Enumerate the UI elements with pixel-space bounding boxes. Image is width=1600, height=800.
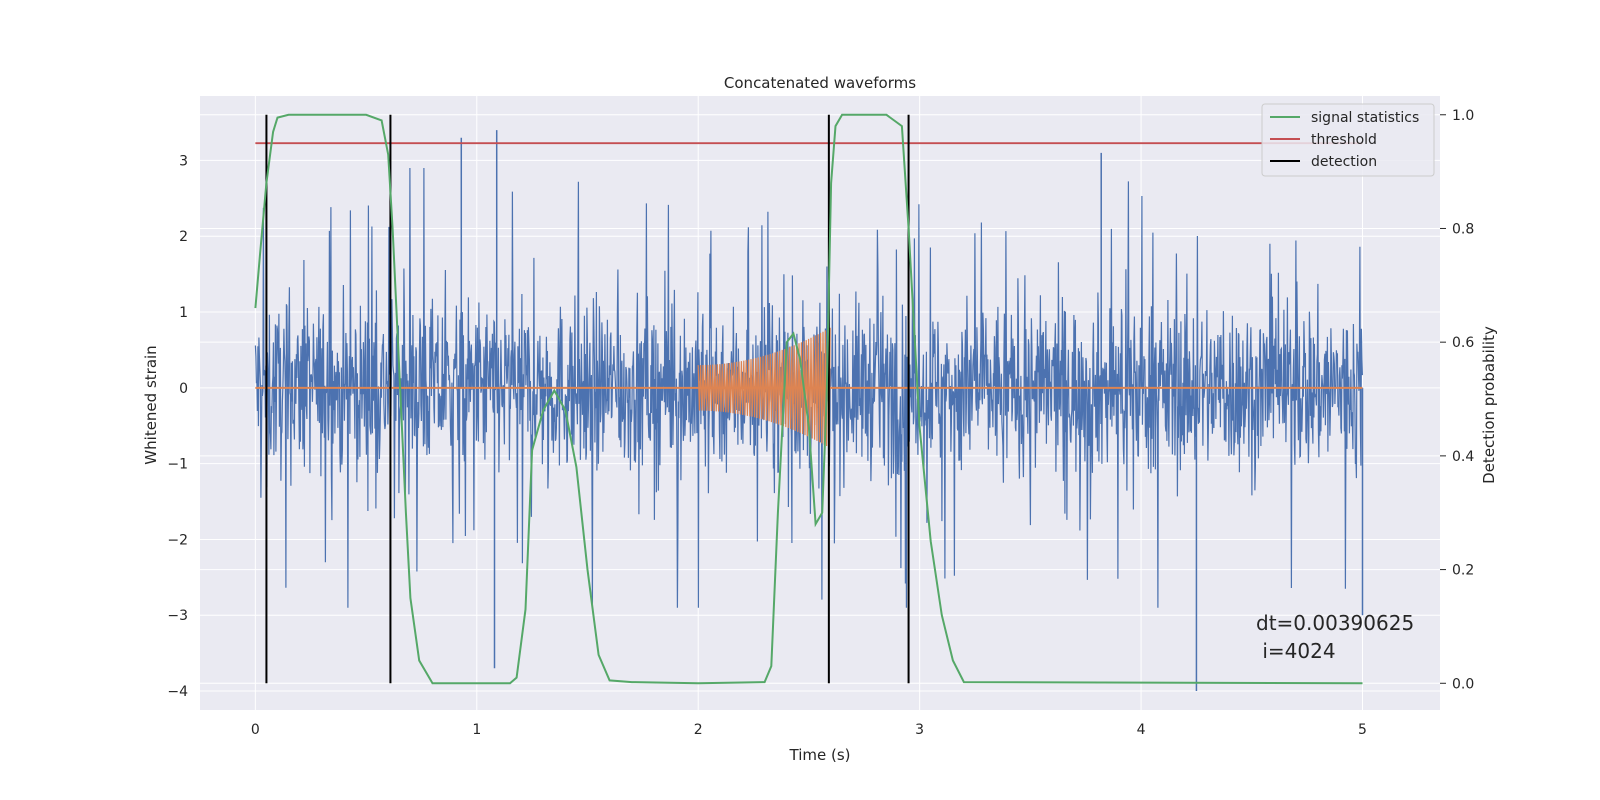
annotation-index: i=4024	[1256, 639, 1336, 663]
series-layer	[254, 113, 1364, 692]
x-tick-label: 5	[1358, 722, 1367, 738]
chart-title: Concatenated waveforms	[724, 74, 916, 92]
y-tick-label: −2	[167, 532, 188, 548]
y-axis-left: −4 −3 −2 −1 0 1 2 3	[167, 153, 188, 700]
y2-tick-label: 0.2	[1452, 563, 1474, 579]
y2-tick-label: 0.0	[1452, 676, 1474, 692]
legend-label-threshold: threshold	[1311, 132, 1377, 148]
x-tick-label: 4	[1137, 722, 1146, 738]
y-tick-label: 2	[179, 229, 188, 245]
legend-box	[1261, 103, 1435, 177]
y-axis-right: 0.0 0.2 0.4 0.6 0.8 1.0	[1440, 108, 1474, 692]
y2-tick-label: 0.4	[1452, 449, 1474, 465]
annotation-dt: dt=0.00390625	[1256, 611, 1414, 635]
legend-label-signal: signal statistics	[1311, 110, 1419, 126]
x-tick-label: 1	[472, 722, 481, 738]
y-axis-title: Whitened strain	[142, 345, 160, 464]
y-tick-label: 1	[179, 305, 188, 321]
series-signal-statistics-line	[254, 113, 1363, 685]
y2-axis-title: Detection probability	[1480, 326, 1498, 484]
x-tick-label: 3	[915, 722, 924, 738]
y2-tick-label: 0.8	[1452, 221, 1474, 237]
x-tick-label: 2	[694, 722, 703, 738]
legend-label-detection: detection	[1311, 154, 1377, 170]
x-axis-title: Time (s)	[789, 746, 851, 764]
y2-tick-label: 1.0	[1452, 108, 1474, 124]
y-tick-label: −1	[167, 457, 188, 473]
legend: signal statistics threshold detection	[1261, 103, 1435, 177]
y-tick-label: −3	[167, 608, 188, 624]
x-tick-label: 0	[251, 722, 260, 738]
x-axis: 0 1 2 3 4 5	[251, 722, 1367, 738]
y2-tick-label: 0.6	[1452, 335, 1474, 351]
series-injected-chirp-line	[697, 327, 831, 448]
y-tick-label: 3	[179, 153, 188, 169]
y-tick-label: −4	[167, 684, 188, 700]
y-tick-label: 0	[179, 381, 188, 397]
